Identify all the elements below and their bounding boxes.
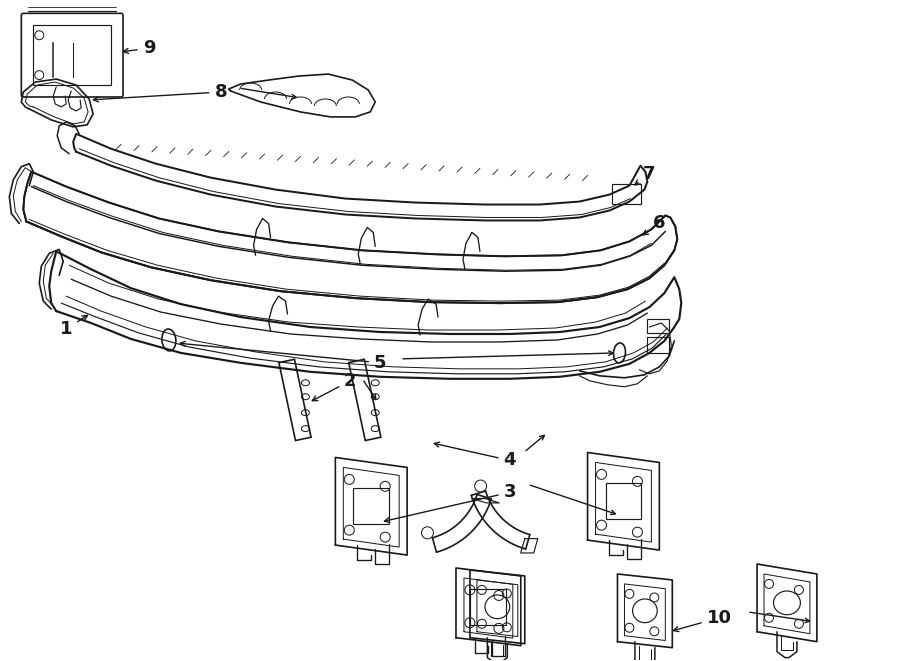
Text: 5: 5: [180, 341, 386, 372]
Text: 4: 4: [435, 442, 516, 469]
Text: 6: 6: [643, 214, 666, 235]
Bar: [33, 25, 111, 85]
Bar: [611, 184, 642, 204]
Text: 1: 1: [60, 315, 87, 338]
Bar: [647, 319, 670, 333]
Bar: [348, 360, 381, 440]
Bar: [606, 483, 642, 519]
Text: 2: 2: [312, 371, 356, 401]
Text: 9: 9: [123, 39, 155, 58]
Text: 3: 3: [384, 483, 516, 523]
Bar: [471, 589, 507, 625]
Bar: [354, 488, 389, 524]
Text: 10: 10: [673, 609, 732, 632]
Text: 8: 8: [94, 83, 227, 102]
Bar: [279, 360, 311, 440]
Bar: [647, 337, 670, 353]
Text: 7: 7: [634, 165, 655, 185]
